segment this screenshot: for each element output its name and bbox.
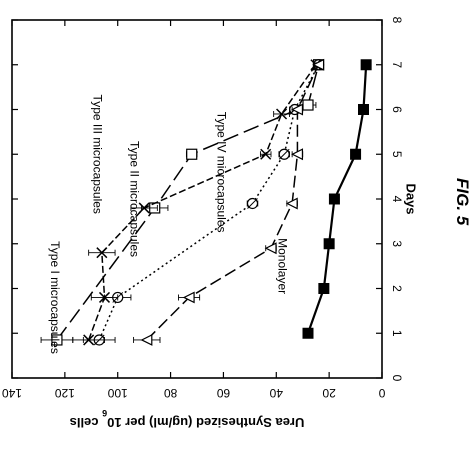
data-point: [140, 333, 153, 346]
data-point: [312, 58, 325, 71]
y-axis-title-exponent: 6: [102, 408, 107, 418]
data-point: [291, 148, 304, 161]
x-tick-label: 4: [390, 196, 404, 203]
x-axis-title: Days: [404, 183, 419, 214]
data-point: [291, 103, 304, 116]
x-tick-label: 6: [390, 106, 404, 113]
data-point-shape: [350, 148, 362, 160]
data-point: [260, 148, 272, 160]
data-point-shape: [312, 58, 325, 71]
data-point-shape: [323, 238, 335, 250]
data-point-shape: [140, 333, 153, 346]
data-point: [318, 283, 330, 294]
data-point-shape: [291, 103, 304, 116]
data-point-shape: [291, 148, 304, 161]
data-point: [96, 247, 108, 259]
series-label: Type I microcapsules: [48, 241, 62, 354]
data-point-shape: [360, 59, 372, 71]
data-point-stroke: [260, 148, 272, 160]
data-point-shape: [186, 148, 198, 160]
y-tick-label: 140: [2, 386, 22, 400]
y-tick-label: 0: [378, 386, 385, 400]
data-point: [328, 193, 340, 205]
series-0: [40, 61, 322, 343]
plot-frame: [11, 19, 383, 379]
data-point-shape: [302, 327, 314, 339]
data-point: [51, 334, 63, 346]
y-tick-label: 60: [216, 386, 230, 400]
data-point-shape: [358, 104, 369, 115]
data-point-stroke: [138, 202, 150, 214]
data-point: [360, 59, 372, 71]
x-tick-label: 7: [390, 61, 404, 68]
figure-label: FIG. 5: [453, 178, 472, 226]
x-tick-label: 2: [390, 285, 404, 292]
data-point: [264, 242, 277, 255]
data-point-stroke: [96, 247, 108, 259]
data-point: [276, 108, 288, 120]
y-axis-title-suffix: cells: [70, 415, 103, 430]
data-point-shape: [182, 291, 195, 304]
data-point: [138, 202, 150, 214]
data-point: [182, 291, 195, 304]
data-point: [98, 291, 111, 303]
x-tick-label: 3: [390, 240, 404, 247]
data-point-shape: [51, 334, 63, 346]
data-point-slash: [278, 148, 290, 160]
y-tick-label: 40: [269, 386, 283, 400]
data-point-shape: [285, 197, 298, 210]
data-point: [302, 99, 314, 111]
y-tick-label: 120: [55, 386, 75, 400]
data-point-stroke: [98, 291, 111, 303]
series-label: Type II microcapsules: [127, 141, 141, 257]
data-point: [358, 104, 369, 115]
data-point-shape: [318, 283, 330, 294]
data-point: [278, 148, 290, 160]
series-label: Type III microcapsules: [90, 95, 104, 214]
data-point: [285, 197, 298, 210]
data-point: [323, 238, 335, 250]
data-point: [83, 334, 95, 346]
data-point: [350, 148, 362, 160]
series-label: Monolayer: [275, 238, 289, 294]
y-axis-title-main: Urea Synthesized (ug/ml) per 10: [107, 415, 304, 430]
data-point: [246, 197, 259, 210]
y-axis-title: Urea Synthesized (ug/ml) per 106 cells: [70, 408, 305, 430]
x-tick-label: 5: [390, 151, 404, 158]
data-point-shape: [302, 99, 314, 111]
y-tick-label: 20: [322, 386, 336, 400]
x-tick-label: 8: [390, 17, 404, 24]
y-tick-label: 80: [164, 386, 178, 400]
x-tick-label: 0: [390, 375, 404, 382]
data-point-stroke: [276, 108, 288, 120]
data-point: [186, 148, 198, 160]
x-tick-label: 1: [390, 330, 404, 337]
data-point-shape: [328, 193, 340, 205]
data-point-slash: [247, 198, 258, 209]
data-point-shape: [264, 242, 277, 255]
data-point-stroke: [83, 334, 95, 346]
data-point: [302, 327, 314, 339]
series-label: Type IV microcapsules: [215, 112, 229, 233]
series-2: [72, 61, 320, 343]
y-tick-label: 100: [107, 386, 127, 400]
